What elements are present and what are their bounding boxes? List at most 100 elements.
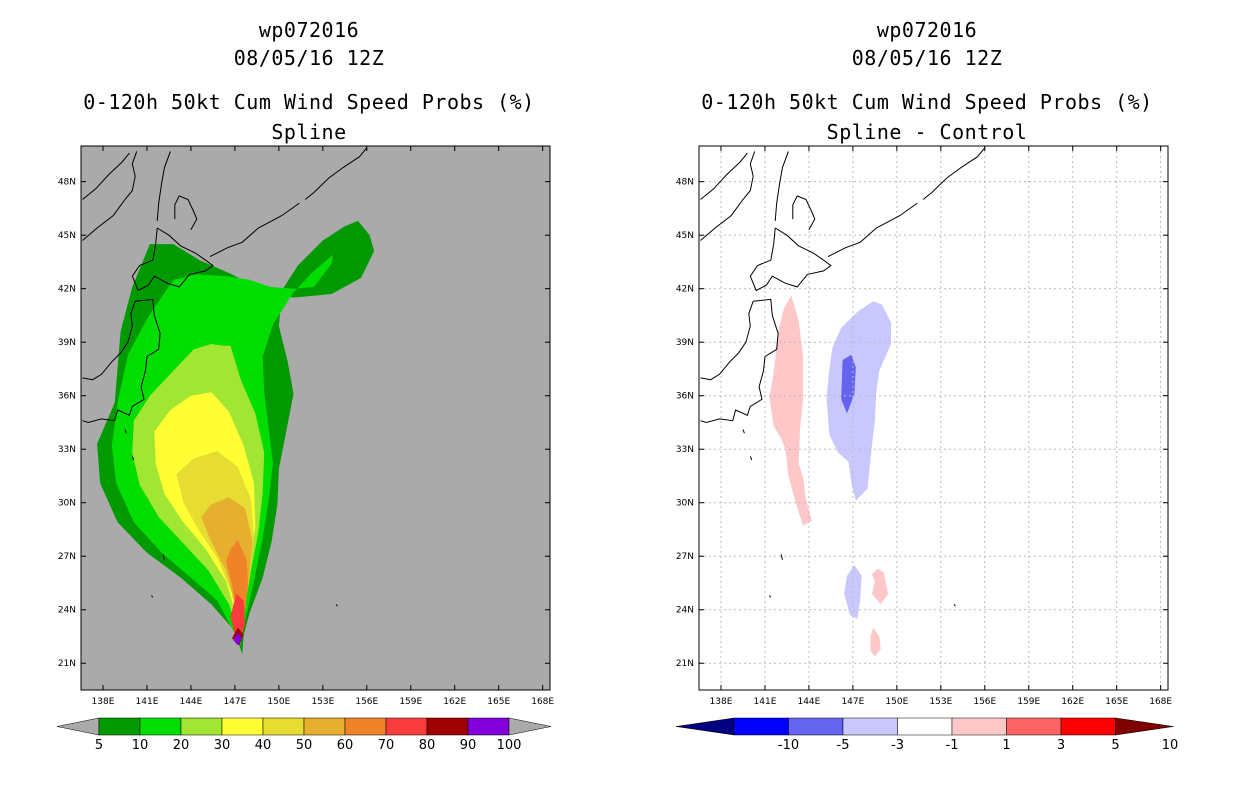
- storm-id-label: wp072016: [258, 18, 360, 42]
- colorbar-label: 5: [95, 738, 103, 753]
- colorbar-label: 10: [132, 738, 149, 753]
- y-tick-label: 48N: [58, 178, 76, 188]
- colorbar-swatch: [842, 717, 898, 736]
- colorbar-swatch: [98, 717, 141, 736]
- y-tick-label: 39N: [676, 338, 694, 348]
- colorbar-swatch: [1060, 717, 1116, 736]
- y-tick-label: 21N: [676, 659, 694, 669]
- colorbar: 5 10 20 30 40 50 60 70 80 90 100: [56, 717, 552, 753]
- coastline: [700, 151, 756, 241]
- coastline: [769, 595, 772, 598]
- x-tick-label: 165E: [1105, 697, 1128, 707]
- coastline: [742, 429, 745, 434]
- coastline: [82, 298, 161, 424]
- colorbar-low-arrow: [56, 717, 100, 736]
- colorbar-label: 5: [1111, 738, 1119, 753]
- colorbar-swatch: [788, 717, 844, 736]
- plot-background: [699, 146, 1168, 690]
- coastline: [749, 456, 753, 461]
- colorbar-label: 60: [337, 738, 354, 753]
- x-tick-label: 141E: [754, 697, 777, 707]
- colorbar-swatch: [262, 717, 305, 736]
- datetime-label: 08/05/16 12Z: [851, 46, 1003, 70]
- coastline: [162, 554, 165, 560]
- colorbar-swatch: [1006, 717, 1062, 736]
- coastline: [82, 152, 130, 200]
- colorbar-swatch: [303, 717, 346, 736]
- x-tick-label: 147E: [223, 697, 246, 707]
- y-tick-label: 27N: [58, 552, 76, 562]
- chart-subtitle: Spline: [271, 120, 347, 144]
- coastline: [131, 227, 214, 292]
- colorbar-swatch: [221, 717, 264, 736]
- storm-id-label: wp072016: [876, 18, 978, 42]
- y-tick-label: 27N: [676, 552, 694, 562]
- chart-title: 0-120h 50kt Cum Wind Speed Probs (%): [701, 90, 1153, 114]
- y-tick-label: 21N: [58, 659, 76, 669]
- coastline: [700, 152, 748, 200]
- y-tick-label: 24N: [676, 606, 694, 616]
- colorbar-label: 40: [255, 738, 272, 753]
- coastline: [124, 429, 127, 434]
- y-tick-label: 45N: [58, 231, 76, 241]
- plot-frame: [698, 145, 1169, 691]
- contour-1-area: [769, 295, 812, 526]
- contour-70-area: [230, 593, 246, 639]
- x-tick-label: 162E: [1061, 697, 1084, 707]
- chart-panel-spline: wp072016 08/05/16 12Z 0-120h 50kt Cum Wi…: [56, 18, 554, 753]
- plot-area: [699, 146, 1168, 690]
- coastline: [827, 202, 918, 258]
- x-tick-label: 144E: [179, 697, 202, 707]
- y-tick-label: 39N: [58, 338, 76, 348]
- x-tick-label: 141E: [136, 697, 159, 707]
- coastline: [700, 301, 754, 381]
- chart-svg-spline: 138E 141E 144E 147E 150E 153E 156E 159E 162E 165E…: [56, 145, 554, 753]
- contour-neg3-area: [841, 354, 856, 414]
- x-tick-label: 159E: [1017, 697, 1040, 707]
- coastline: [700, 298, 779, 424]
- colorbar-high-arrow: [1115, 717, 1174, 736]
- y-tick-label: 48N: [676, 178, 694, 188]
- colorbar-label: 30: [214, 738, 231, 753]
- colorbar-swatch: [897, 717, 953, 736]
- coastline: [131, 456, 135, 461]
- x-tick-label: 144E: [797, 697, 820, 707]
- contour-1-area: [870, 627, 881, 657]
- colorbar: -10 -5 -3 -1 1 3 5 10: [675, 717, 1178, 753]
- coastline: [174, 195, 198, 231]
- x-tick-label: 138E: [710, 697, 733, 707]
- chart-svg-difference: 138E 141E 144E 147E 150E 153E 156E 159E 162E 165E…: [675, 145, 1178, 753]
- coastline: [156, 151, 171, 221]
- colorbar-swatch: [344, 717, 387, 736]
- y-tick-label: 33N: [676, 445, 694, 455]
- datetime-label: 08/05/16 12Z: [233, 46, 385, 70]
- x-tick-label: 150E: [885, 697, 908, 707]
- colorbar-label: -10: [778, 738, 799, 753]
- coastline: [151, 595, 154, 598]
- x-tick-label: 153E: [311, 697, 334, 707]
- y-tick-label: 36N: [676, 392, 694, 402]
- colorbar-label: 3: [1057, 738, 1065, 753]
- x-tick-label: 153E: [929, 697, 952, 707]
- colorbar-label: 1: [1002, 738, 1010, 753]
- coastline: [209, 202, 300, 258]
- x-tick-label: 156E: [355, 697, 378, 707]
- coastline: [953, 604, 956, 607]
- chart-title: 0-120h 50kt Cum Wind Speed Probs (%): [83, 90, 535, 114]
- colorbar-label: 50: [296, 738, 313, 753]
- coastline: [82, 301, 136, 381]
- coastline: [792, 195, 816, 231]
- x-tick-label: 138E: [92, 697, 115, 707]
- colorbar-label: -3: [891, 738, 904, 753]
- x-tick-label: 168E: [1149, 697, 1172, 707]
- colorbar-swatch: [467, 717, 510, 736]
- y-tick-label: 24N: [58, 606, 76, 616]
- x-tick-label: 156E: [973, 697, 996, 707]
- colorbar-label: 80: [419, 738, 436, 753]
- colorbar-swatch: [139, 717, 182, 736]
- colorbar-label: -1: [946, 738, 959, 753]
- coastline: [335, 604, 338, 607]
- coastline: [922, 147, 986, 200]
- coastline: [304, 147, 368, 200]
- y-tick-label: 30N: [676, 499, 694, 509]
